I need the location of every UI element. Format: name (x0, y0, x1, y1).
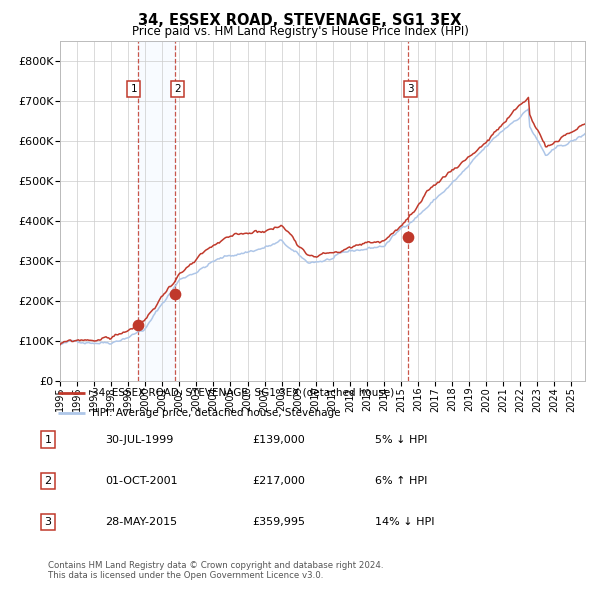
Text: 1: 1 (44, 435, 52, 444)
Text: 2: 2 (175, 84, 181, 94)
Text: 1: 1 (130, 84, 137, 94)
Point (170, 289, 180, 299)
Text: 6% ↑ HPI: 6% ↑ HPI (375, 476, 427, 486)
Text: 30-JUL-1999: 30-JUL-1999 (105, 435, 173, 444)
Text: HPI: Average price, detached house, Stevenage: HPI: Average price, detached house, Stev… (92, 408, 341, 418)
Text: 34, ESSEX ROAD, STEVENAGE, SG1 3EX: 34, ESSEX ROAD, STEVENAGE, SG1 3EX (139, 13, 461, 28)
Text: Contains HM Land Registry data © Crown copyright and database right 2024.: Contains HM Land Registry data © Crown c… (48, 560, 383, 569)
Text: 2: 2 (44, 476, 52, 486)
Text: 14% ↓ HPI: 14% ↓ HPI (375, 517, 434, 527)
Bar (138, 41, 175, 381)
Text: 3: 3 (407, 84, 414, 94)
Text: This data is licensed under the Open Government Licence v3.0.: This data is licensed under the Open Gov… (48, 571, 323, 580)
Point (133, 320, 143, 330)
Point (403, 232, 413, 241)
Text: Price paid vs. HM Land Registry's House Price Index (HPI): Price paid vs. HM Land Registry's House … (131, 25, 469, 38)
Text: 28-MAY-2015: 28-MAY-2015 (105, 517, 177, 527)
Text: 3: 3 (44, 517, 52, 527)
Text: £139,000: £139,000 (252, 435, 305, 444)
Text: 01-OCT-2001: 01-OCT-2001 (105, 476, 178, 486)
Text: 5% ↓ HPI: 5% ↓ HPI (375, 435, 427, 444)
Text: £359,995: £359,995 (252, 517, 305, 527)
Text: £217,000: £217,000 (252, 476, 305, 486)
Text: 34, ESSEX ROAD, STEVENAGE, SG1 3EX (detached house): 34, ESSEX ROAD, STEVENAGE, SG1 3EX (deta… (92, 388, 395, 398)
